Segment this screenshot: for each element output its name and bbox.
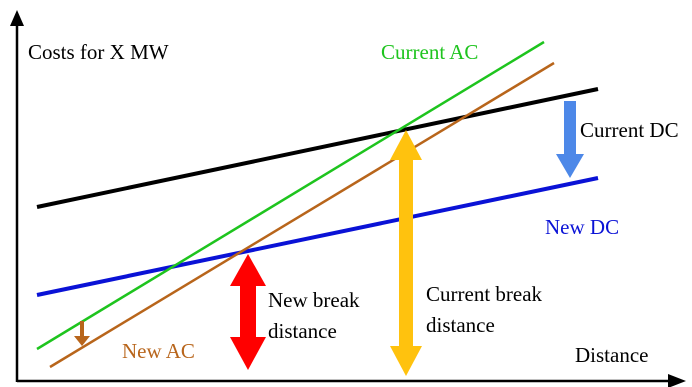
new-ac-line <box>49 61 555 369</box>
new-dc-label: New DC <box>545 215 619 239</box>
current-break-distance-arrow <box>390 130 422 376</box>
current-ac-label: Current AC <box>381 40 478 64</box>
ac-cost-reduction-arrow <box>74 321 90 346</box>
current-break-label-line2: distance <box>426 313 495 337</box>
y-axis-label: Costs for X MW <box>28 40 169 64</box>
dc-cost-reduction-arrow <box>556 101 584 178</box>
new-ac-label: New AC <box>122 339 195 363</box>
current-ac-line <box>36 40 545 351</box>
new-break-distance-arrow <box>230 254 266 370</box>
x-axis-arrowhead <box>668 374 686 387</box>
x-axis-label: Distance <box>575 343 648 367</box>
current-dc-label: Current DC <box>580 118 679 142</box>
new-break-label-line1: New break <box>268 288 360 312</box>
current-dc-line <box>36 87 599 209</box>
new-dc-line <box>36 176 599 297</box>
new-break-label-line2: distance <box>268 319 337 343</box>
current-break-label-line1: Current break <box>426 282 543 306</box>
y-axis-arrowhead <box>10 10 24 26</box>
